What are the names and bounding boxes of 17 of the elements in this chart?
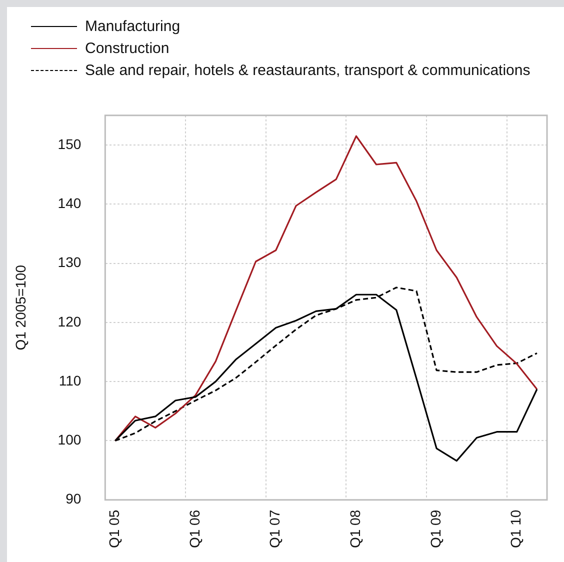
x-tick-label: Q1 07 xyxy=(266,510,283,548)
y-tick-label: 100 xyxy=(58,432,82,448)
y-tick-label: 110 xyxy=(58,372,82,388)
legend-label: Manufacturing xyxy=(85,18,180,34)
y-tick-label: 140 xyxy=(58,194,82,211)
x-tick-label: Q1 10 xyxy=(508,510,524,548)
y-axis-title: Q1 2005=100 xyxy=(12,264,28,350)
y-tick-label: 90 xyxy=(66,490,82,507)
y-tick-label: 120 xyxy=(58,313,82,330)
y-tick-label: 130 xyxy=(58,254,82,270)
legend-label: Sale and repair, hotels & reastaurants, transport & communications xyxy=(85,62,530,78)
y-tick-label: 150 xyxy=(58,136,82,152)
x-tick-label: Q1 09 xyxy=(427,510,444,548)
x-tick-label: Q1 05 xyxy=(106,510,122,548)
x-tick-label: Q1 06 xyxy=(186,510,202,548)
legend-label: Construction xyxy=(85,40,170,56)
x-tick-label: Q1 08 xyxy=(347,510,364,548)
